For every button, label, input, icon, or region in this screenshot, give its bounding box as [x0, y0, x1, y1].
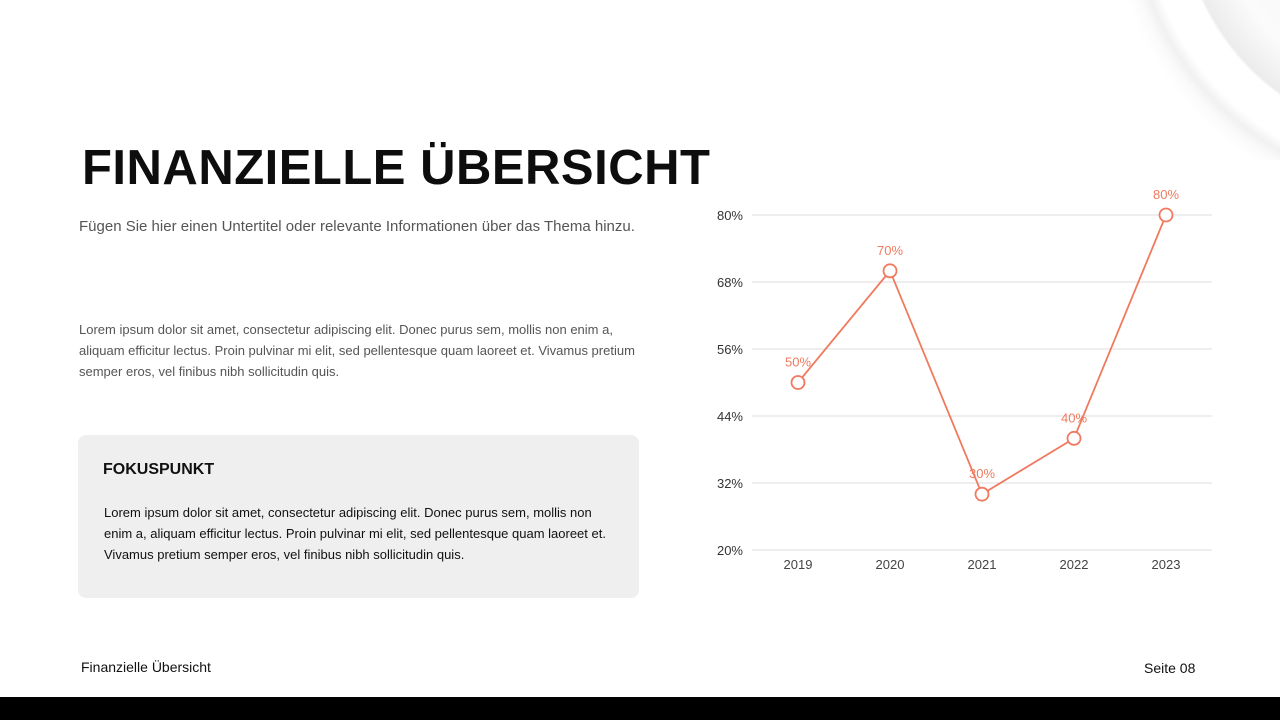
data-label: 70%: [877, 243, 903, 258]
focus-box: FOKUSPUNKT Lorem ipsum dolor sit amet, c…: [78, 435, 639, 598]
data-point: [1066, 430, 1082, 446]
page-title: FINANZIELLE ÜBERSICHT: [82, 141, 711, 195]
page-number: Seite 08: [1144, 660, 1196, 676]
x-tick-label: 2022: [1060, 557, 1089, 572]
data-label: 30%: [969, 466, 995, 481]
focus-text: Lorem ipsum dolor sit amet, consectetur …: [104, 505, 606, 562]
data-label: 80%: [1153, 187, 1179, 202]
footer-title: Finanzielle Übersicht: [81, 659, 211, 675]
line-chart: 20% 32% 44% 56% 68% 80% 2019 2020 2021 2022 2023 50…: [717, 187, 1212, 572]
series-line: [797, 214, 1167, 496]
data-point: [790, 375, 806, 390]
decorative-circles: [1100, 0, 1280, 160]
focus-heading: FOKUSPUNKT: [103, 461, 215, 478]
y-tick-label: 20%: [717, 543, 743, 558]
bottom-bar: [0, 697, 1280, 720]
subtitle: Fügen Sie hier einen Untertitel oder rel…: [79, 218, 635, 235]
data-point: [1158, 207, 1174, 223]
data-point: [882, 263, 898, 279]
y-tick-label: 68%: [717, 275, 743, 290]
body-text: Lorem ipsum dolor sit amet, consectetur …: [79, 322, 635, 379]
data-label: 50%: [785, 355, 811, 370]
x-tick-label: 2023: [1152, 557, 1181, 572]
y-tick-label: 80%: [717, 208, 743, 223]
y-tick-label: 56%: [717, 342, 743, 357]
y-tick-label: 44%: [717, 409, 743, 424]
x-tick-label: 2021: [968, 557, 997, 572]
y-tick-label: 32%: [717, 476, 743, 491]
data-label: 40%: [1061, 410, 1087, 425]
data-point: [974, 486, 990, 502]
x-tick-label: 2020: [876, 557, 905, 572]
x-tick-label: 2019: [784, 557, 813, 572]
